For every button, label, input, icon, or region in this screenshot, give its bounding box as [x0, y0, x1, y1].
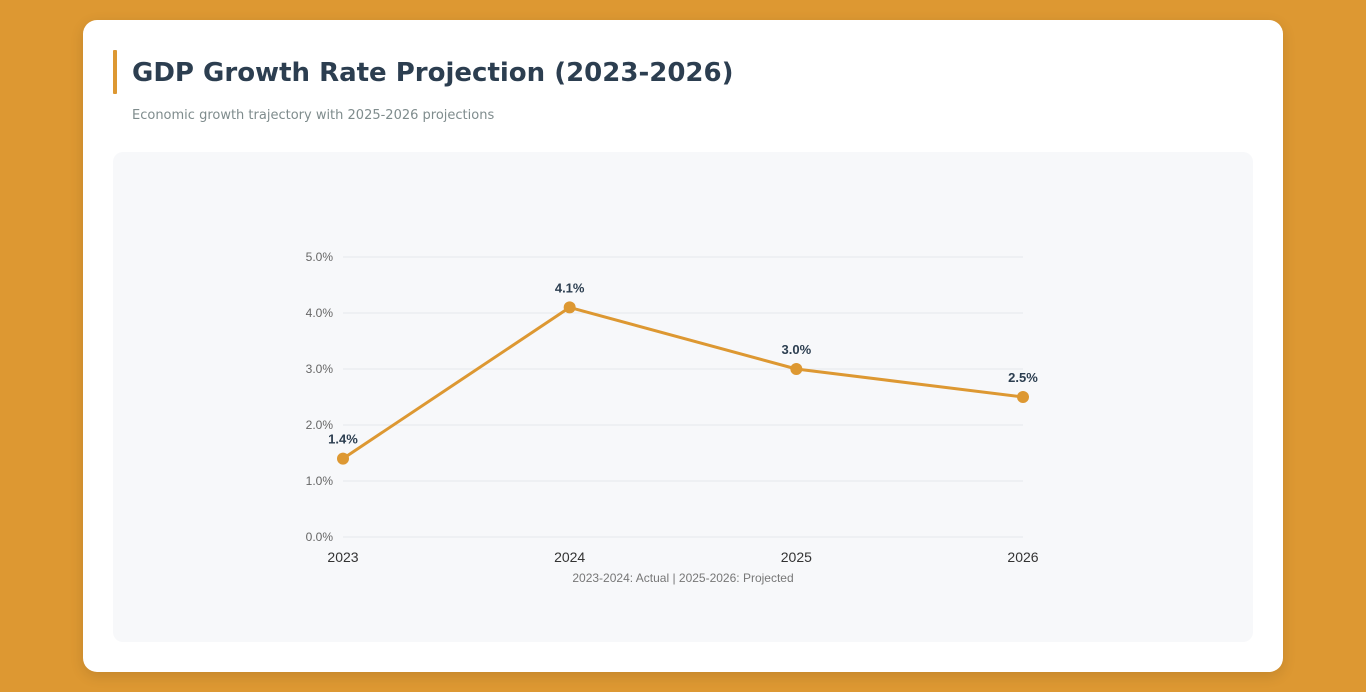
- x-axis-ticks: 2023 2024 2025 2026: [327, 549, 1038, 565]
- data-points: [337, 301, 1029, 465]
- gdp-line-chart: 0.0% 1.0% 2.0% 3.0% 4.0% 5.0% 1.4% 4.1% 3.0% 2.5…: [306, 250, 1039, 585]
- data-label: 4.1%: [555, 280, 585, 295]
- y-tick-label: 5.0%: [306, 250, 334, 264]
- y-tick-label: 0.0%: [306, 530, 334, 544]
- data-point[interactable]: [563, 301, 576, 314]
- x-tick-label: 2026: [1007, 549, 1038, 565]
- page-title: GDP Growth Rate Projection (2023-2026): [132, 58, 734, 88]
- data-point[interactable]: [337, 452, 349, 465]
- data-label: 1.4%: [328, 432, 358, 447]
- y-tick-label: 3.0%: [306, 362, 334, 376]
- title-accent-bar: [113, 50, 117, 94]
- page-subtitle: Economic growth trajectory with 2025-202…: [132, 108, 495, 123]
- series-line: [341, 305, 1025, 461]
- y-axis-ticks: 0.0% 1.0% 2.0% 3.0% 4.0% 5.0%: [306, 250, 334, 544]
- chart-card: GDP Growth Rate Projection (2023-2026) E…: [83, 20, 1283, 672]
- grid-lines: [343, 256, 1023, 538]
- data-labels: 1.4% 4.1% 3.0% 2.5%: [328, 280, 1038, 446]
- y-tick-label: 1.0%: [306, 474, 334, 488]
- chart-panel: 0.0% 1.0% 2.0% 3.0% 4.0% 5.0% 1.4% 4.1% 3.0% 2.5…: [113, 152, 1253, 642]
- data-label: 3.0%: [782, 342, 812, 357]
- data-label: 2.5%: [1008, 370, 1038, 385]
- x-tick-label: 2025: [781, 549, 812, 565]
- series-lines: [341, 305, 1025, 461]
- data-point[interactable]: [1017, 391, 1029, 403]
- x-tick-label: 2024: [554, 549, 585, 565]
- data-point[interactable]: [790, 363, 803, 375]
- y-tick-label: 2.0%: [306, 418, 334, 432]
- chart-note: 2023-2024: Actual | 2025-2026: Projected: [572, 571, 793, 585]
- x-tick-label: 2023: [327, 549, 358, 565]
- y-tick-label: 4.0%: [306, 306, 334, 320]
